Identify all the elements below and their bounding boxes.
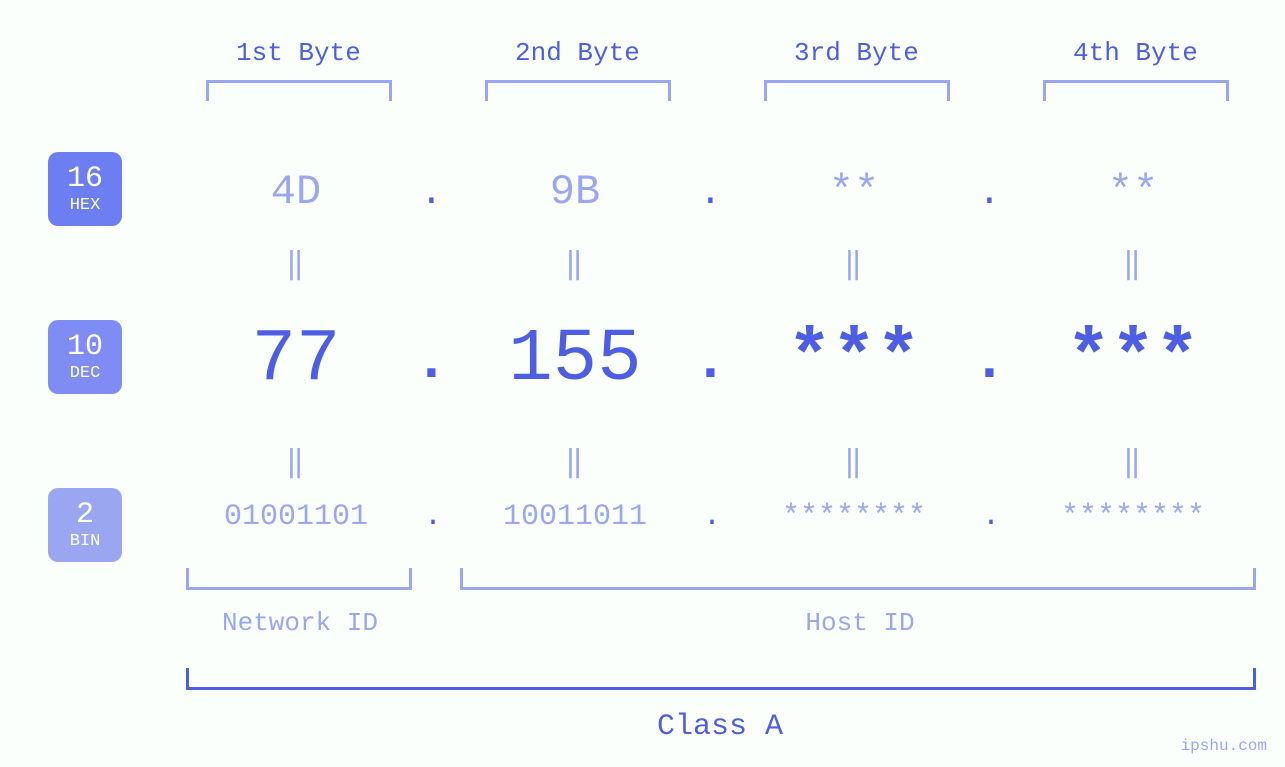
badge-hex-lbl: HEX [70, 197, 101, 214]
dec-dot-2: . [693, 330, 728, 395]
eq2-2: ‖ [565, 444, 583, 481]
eq2-4: ‖ [1123, 444, 1141, 481]
dec-dot-1: . [414, 330, 449, 395]
network-id-label: Network ID [210, 608, 390, 638]
badge-hex: 16 HEX [48, 152, 122, 226]
byte-label-2: 2nd Byte [515, 38, 640, 68]
eq1-4: ‖ [1123, 246, 1141, 283]
dec-b3: *** [764, 318, 944, 402]
badge-bin-lbl: BIN [70, 533, 101, 550]
byte-label-4: 4th Byte [1073, 38, 1198, 68]
class-label: Class A [640, 710, 800, 744]
host-bracket [460, 568, 1256, 590]
top-bracket-2 [485, 80, 671, 101]
badge-dec-lbl: DEC [70, 365, 101, 382]
top-bracket-4 [1043, 80, 1229, 101]
bin-b4: ******** [1013, 500, 1253, 534]
eq2-1: ‖ [286, 444, 304, 481]
badge-dec-num: 10 [67, 332, 103, 362]
class-bracket [186, 668, 1256, 690]
badge-hex-num: 16 [67, 164, 103, 194]
watermark: ipshu.com [1181, 737, 1267, 755]
ip-byte-diagram: { "colors":{ "bg":"#fafffb", "primary":"… [0, 0, 1285, 767]
dec-dot-3: . [972, 330, 1007, 395]
bin-b3: ******** [734, 500, 974, 534]
dec-b2: 155 [485, 318, 665, 402]
bin-b1: 01001101 [176, 500, 416, 534]
eq1-3: ‖ [844, 246, 862, 283]
dec-b1: 77 [206, 318, 386, 402]
bin-b2: 10011011 [455, 500, 695, 534]
bin-dot-2: . [703, 500, 721, 534]
byte-label-3: 3rd Byte [794, 38, 919, 68]
hex-b4: ** [1073, 168, 1193, 216]
top-bracket-1 [206, 80, 392, 101]
hex-dot-3: . [978, 172, 1001, 215]
bin-dot-1: . [424, 500, 442, 534]
eq1-1: ‖ [286, 246, 304, 283]
top-bracket-3 [764, 80, 950, 101]
badge-dec: 10 DEC [48, 320, 122, 394]
badge-bin: 2 BIN [48, 488, 122, 562]
network-bracket [186, 568, 412, 590]
host-id-label: Host ID [800, 608, 920, 638]
eq2-3: ‖ [844, 444, 862, 481]
hex-b1: 4D [236, 168, 356, 216]
hex-dot-1: . [420, 172, 443, 215]
eq1-2: ‖ [565, 246, 583, 283]
hex-b2: 9B [515, 168, 635, 216]
dec-b4: *** [1043, 318, 1223, 402]
badge-bin-num: 2 [76, 500, 94, 530]
byte-label-1: 1st Byte [236, 38, 361, 68]
hex-b3: ** [794, 168, 914, 216]
hex-dot-2: . [699, 172, 722, 215]
bin-dot-3: . [982, 500, 1000, 534]
